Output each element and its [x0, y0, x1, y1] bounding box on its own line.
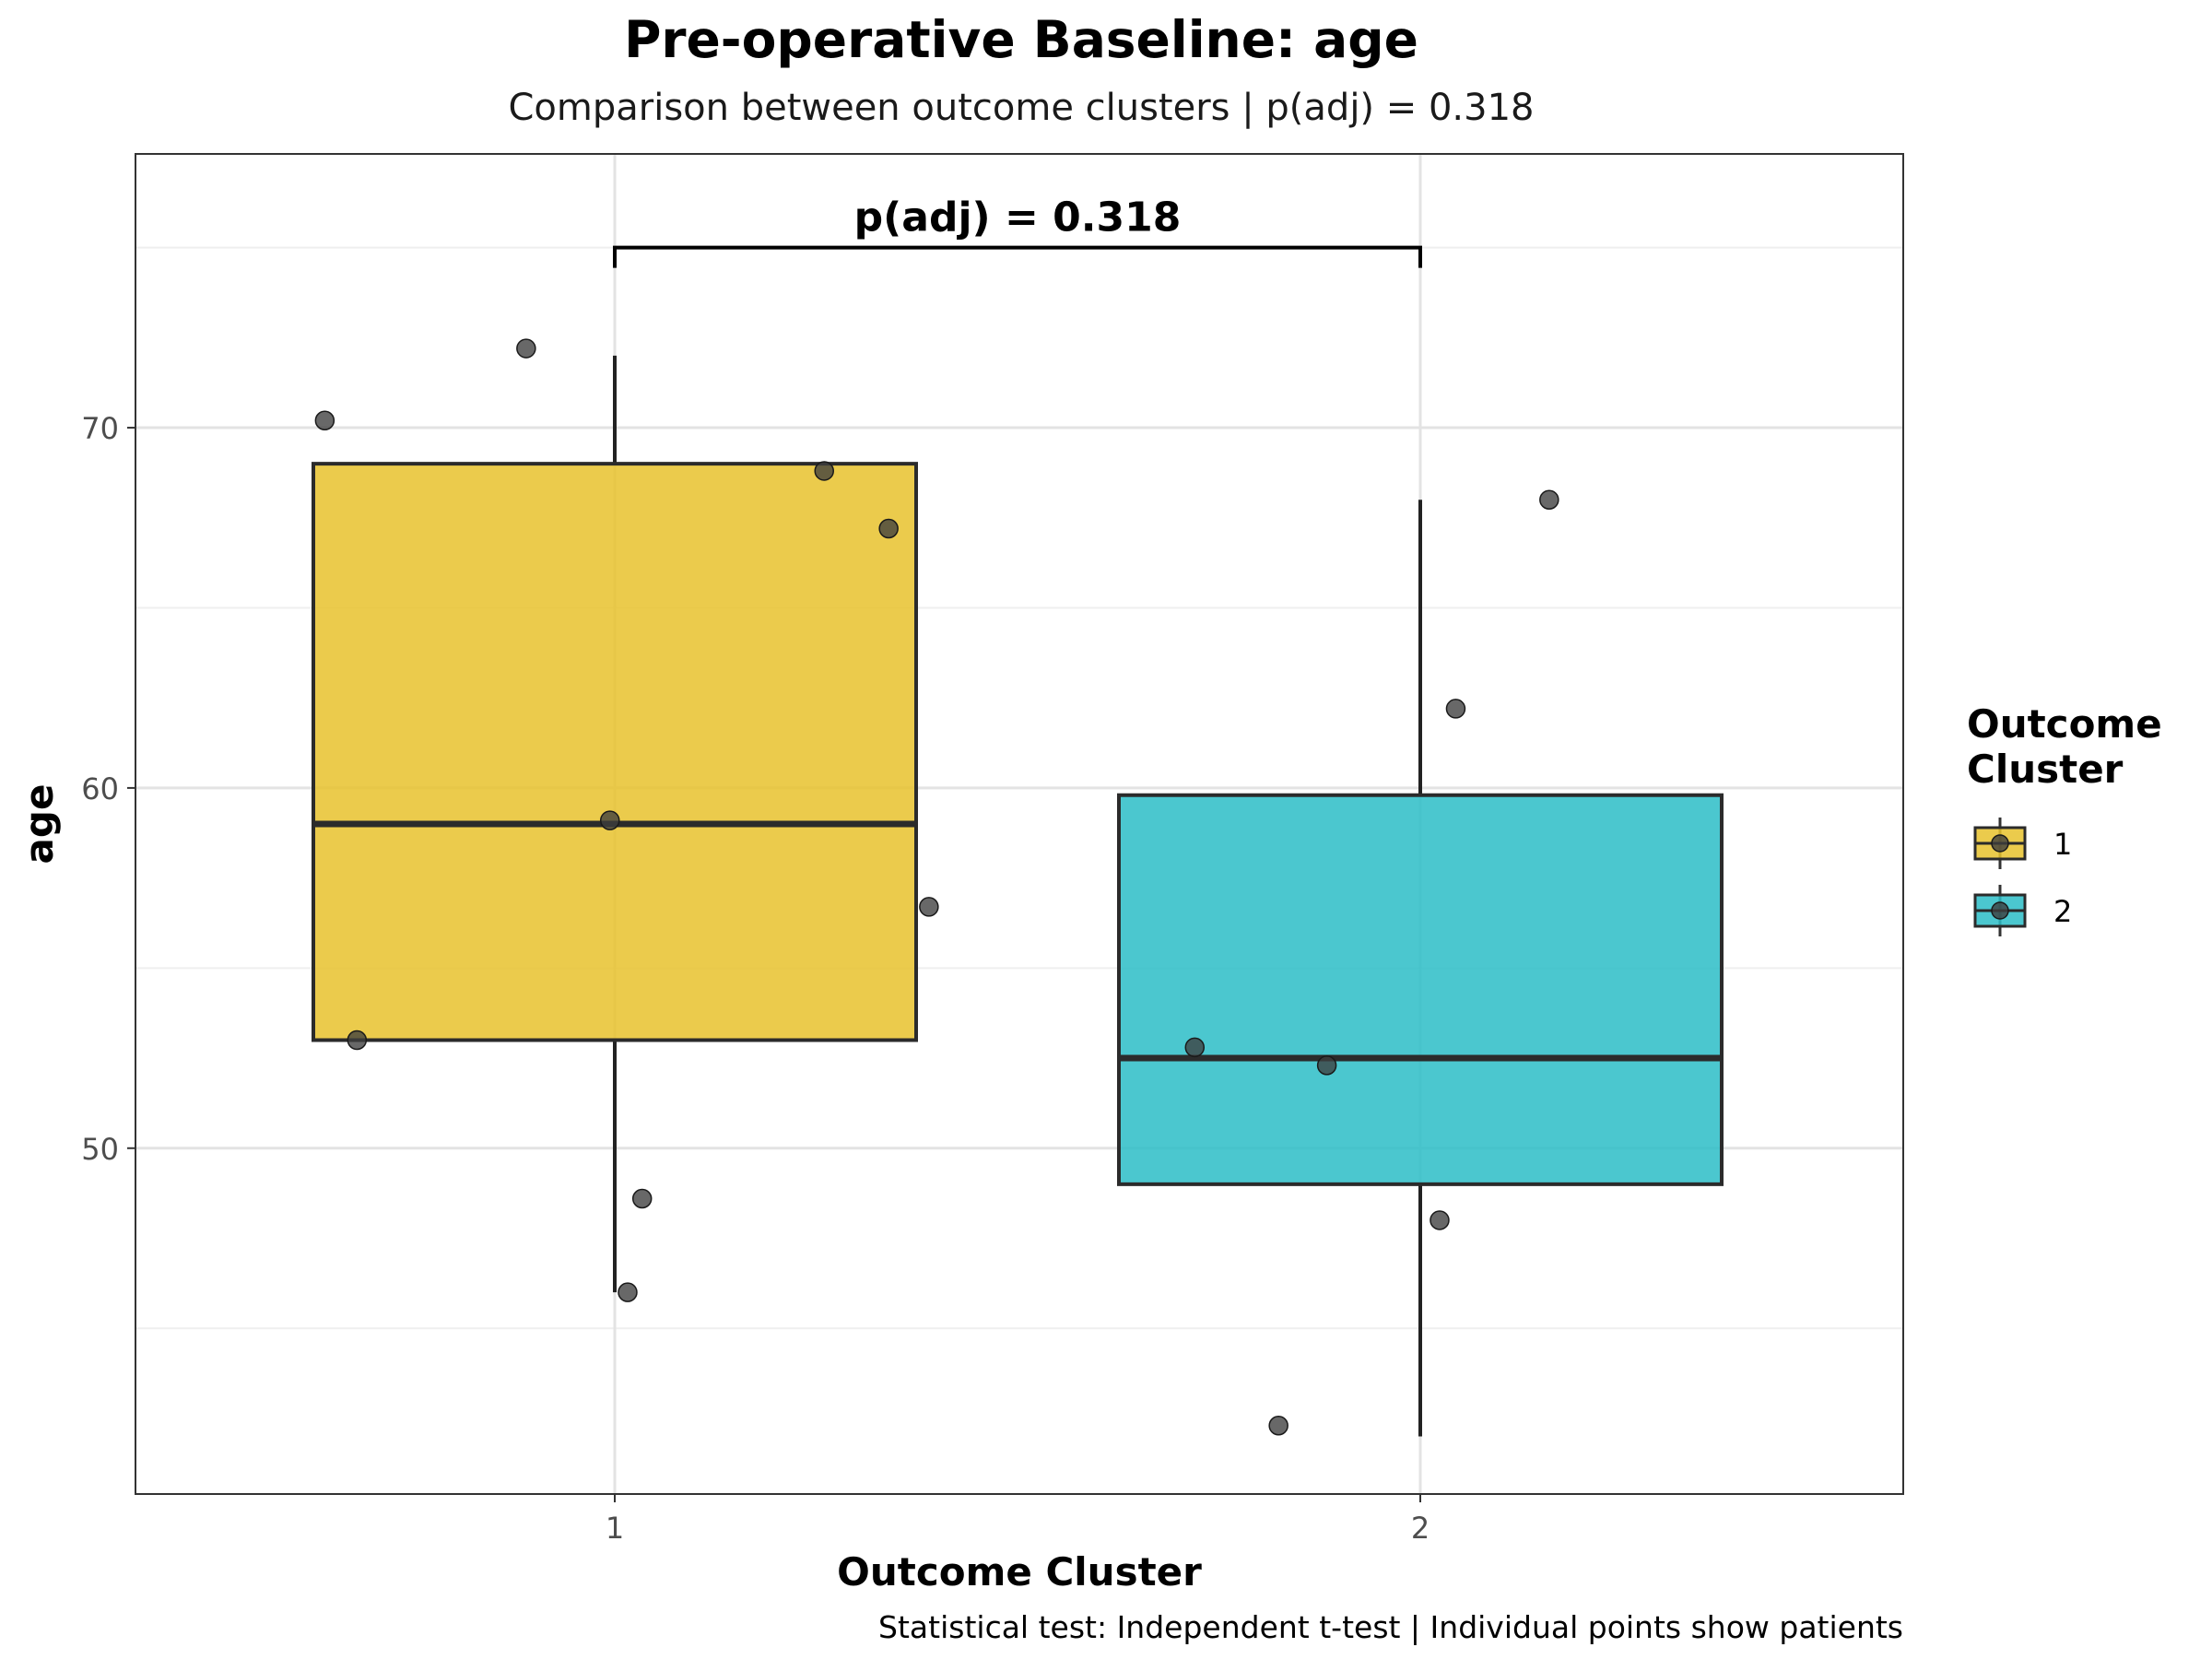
significance-label: p(adj) = 0.318 [854, 194, 1182, 241]
data-point [878, 518, 899, 539]
data-point [1184, 1037, 1206, 1058]
chart-title: Pre-operative Baseline: age [624, 10, 1418, 69]
y-tick-label: 50 [81, 1132, 119, 1167]
significance-bracket [613, 245, 1422, 268]
legend-title: Cluster [1967, 747, 2124, 792]
legend-key-point [1991, 834, 2009, 853]
data-point [919, 897, 939, 917]
data-point [1445, 699, 1466, 719]
boxplots [312, 355, 1724, 1437]
chart-subtitle: Comparison between outcome clusters | p(… [508, 87, 1534, 129]
y-tick-label: 60 [81, 771, 119, 806]
y-tick-label: 70 [81, 411, 119, 446]
data-point [814, 461, 834, 481]
x-tick-label: 1 [606, 1511, 624, 1546]
caption: Statistical test: Independent t-test | I… [878, 1609, 1903, 1645]
x-tick-label: 2 [1411, 1511, 1430, 1546]
data-point [1268, 1415, 1288, 1436]
box-cluster-1 [312, 462, 918, 1042]
y-axis-label: age [17, 784, 62, 865]
plot-panel-border [135, 153, 1904, 1495]
data-point [618, 1282, 638, 1302]
legend-item-label: 1 [2053, 827, 2072, 862]
legend-item-label: 2 [2053, 894, 2072, 929]
data-point [1539, 489, 1559, 510]
significance-annotation: p(adj) = 0.318 [613, 194, 1422, 268]
data-point [314, 410, 335, 430]
box-cluster-2 [1117, 793, 1724, 1186]
x-axis-label: Outcome Cluster [837, 1549, 1202, 1594]
axes: 50 60 70 1 2 [81, 411, 1430, 1546]
legend-title: Outcome [1967, 701, 2162, 747]
data-point [516, 338, 536, 359]
data-point [631, 1188, 653, 1209]
patient-points [314, 338, 1559, 1436]
data-point [600, 810, 620, 830]
data-point [347, 1030, 368, 1051]
legend-key-point [1991, 901, 2009, 920]
data-point [1316, 1055, 1337, 1076]
data-point [1430, 1210, 1450, 1230]
